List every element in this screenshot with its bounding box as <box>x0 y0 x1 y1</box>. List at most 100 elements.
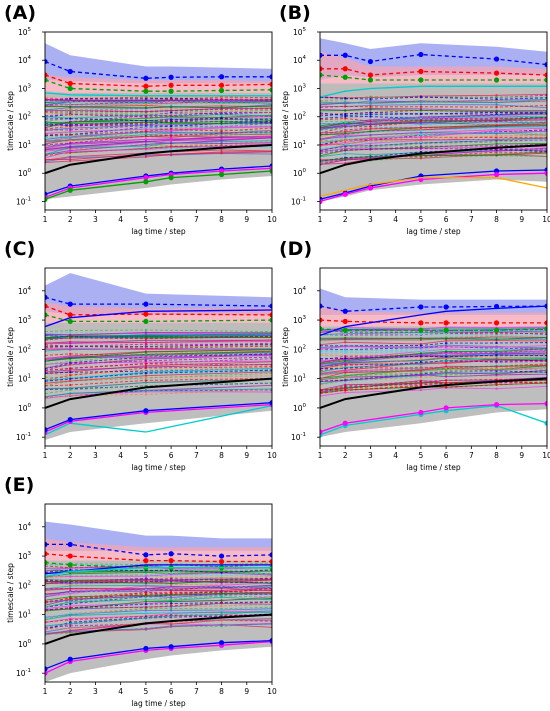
series-line <box>320 319 547 324</box>
series-point <box>342 66 348 72</box>
bundle-line <box>45 591 272 603</box>
bundle-line <box>45 572 272 577</box>
bundle-point <box>144 366 147 370</box>
y-tick-exponent: 1 <box>28 374 32 380</box>
y-tick-exponent: 0 <box>28 168 32 174</box>
bundle-point <box>220 106 223 109</box>
bundle-point <box>495 98 498 101</box>
bundle-point <box>69 109 72 112</box>
bundle-point <box>170 596 173 599</box>
series-line <box>45 92 272 97</box>
bundle-point <box>344 359 347 362</box>
bundle-line <box>320 357 547 373</box>
bundle-point <box>144 389 147 392</box>
bundle-point <box>144 355 147 359</box>
bundle-point <box>144 339 147 342</box>
bundle-point <box>495 113 498 116</box>
bundle-line <box>45 351 272 366</box>
bundle-point <box>69 587 72 590</box>
bundle-point <box>495 139 498 142</box>
bundle-point <box>495 94 498 97</box>
series-point <box>493 70 500 76</box>
bundle-point <box>144 376 147 379</box>
bundle-point <box>495 341 498 345</box>
bundle-point <box>445 381 448 384</box>
bundle-line <box>45 388 272 398</box>
bundle-point <box>144 335 147 339</box>
x-axis-label: lag time / step <box>406 227 461 236</box>
bundle-point <box>495 126 498 130</box>
bundle-point <box>144 114 147 117</box>
bundle-point <box>69 360 72 363</box>
series-point <box>418 51 424 58</box>
series-line <box>45 314 272 323</box>
bundle-point <box>419 389 422 392</box>
series-point <box>342 327 348 333</box>
bundle-point <box>220 592 223 595</box>
y-tick-label: 105 <box>293 27 307 37</box>
bundle-line <box>320 115 547 125</box>
series-line <box>320 85 547 98</box>
bundle-point <box>170 623 173 626</box>
bundle-point <box>220 574 223 577</box>
bundle-line <box>320 354 547 360</box>
series-point <box>320 429 323 435</box>
series-point <box>45 666 48 672</box>
bundle-point <box>419 107 422 110</box>
bundle-line <box>45 379 272 389</box>
series-point <box>367 185 374 191</box>
y-tick-label: 103 <box>18 315 32 325</box>
bundle-point <box>445 379 448 382</box>
bundle-line <box>45 609 272 619</box>
bundle-point <box>369 127 372 131</box>
bundle-point <box>69 113 72 117</box>
bundle-point <box>344 157 347 160</box>
axes-frame <box>44 267 273 447</box>
bundle-point <box>144 345 147 348</box>
series-point <box>493 401 500 408</box>
bundle-point <box>495 119 498 122</box>
x-tick-label: 9 <box>519 215 524 224</box>
bundle-point <box>144 348 147 351</box>
bundle-line <box>45 602 272 611</box>
bundle-line <box>45 139 272 147</box>
y-tick-label: 105 <box>18 27 32 37</box>
bundle-point <box>495 95 498 98</box>
bundle-point <box>495 354 498 357</box>
bundle-point <box>170 604 173 607</box>
y-tick-exponent: 4 <box>28 55 32 61</box>
bundle-point <box>419 145 422 148</box>
bundle-line <box>320 379 547 394</box>
bundle-line <box>320 331 547 336</box>
bundle-point <box>69 597 72 600</box>
y-tick-label: 103 <box>293 315 307 325</box>
bundle-point <box>419 352 422 355</box>
bundle-point <box>170 109 173 112</box>
bundle-point <box>344 147 347 150</box>
bundle-line <box>45 332 272 336</box>
series-point <box>67 312 73 318</box>
y-tick-exponent: 3 <box>303 315 307 321</box>
bundle-point <box>344 130 347 134</box>
bundle-point <box>344 391 347 394</box>
series-point <box>168 82 174 88</box>
bundle-line <box>320 385 547 397</box>
bundle-line <box>45 129 272 139</box>
bundle-line <box>320 119 547 129</box>
bundle-point <box>69 568 72 571</box>
y-tick-label: 103 <box>293 83 307 93</box>
bundle-point <box>344 143 347 146</box>
series-line <box>45 543 272 557</box>
bundle-point <box>69 340 72 343</box>
bundle-point <box>220 142 223 145</box>
series-point <box>143 88 149 94</box>
series-point <box>168 551 174 557</box>
series-point <box>143 75 149 81</box>
bundle-point <box>419 333 422 336</box>
bundle-line <box>45 623 272 635</box>
bundle-point <box>69 352 72 355</box>
bundle-point <box>69 130 72 133</box>
bundle-point <box>144 140 147 143</box>
bundle-line <box>45 573 272 577</box>
